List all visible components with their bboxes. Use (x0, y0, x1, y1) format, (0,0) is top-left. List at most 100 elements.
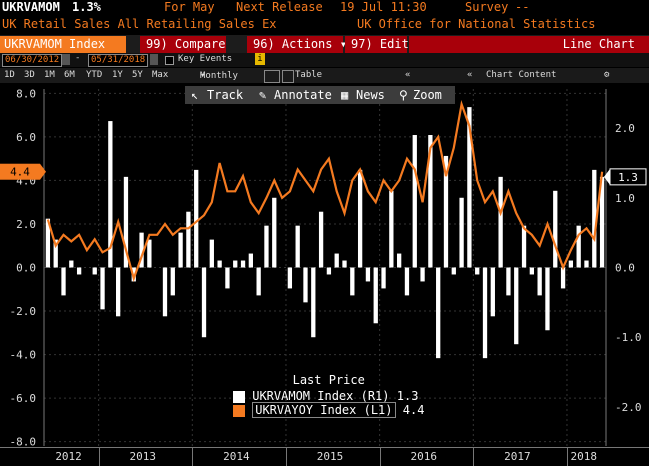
bar (217, 260, 222, 268)
actions-button[interactable]: 96) Actions ▾ (247, 36, 347, 53)
bar (162, 267, 168, 317)
compare-num: 99) (146, 37, 168, 51)
current-value-left: 4.4 (10, 166, 30, 179)
bar (365, 267, 371, 282)
y-tick-left: 2.0 (16, 218, 36, 231)
compare-label: Compare (174, 37, 226, 51)
legend-row-bars: UKRVAMOM Index (R1) 1.3 (233, 389, 424, 403)
period-1m[interactable]: 1M (44, 70, 55, 80)
period-1d[interactable]: 1D (4, 70, 15, 80)
x-tick-label: 2018 (570, 450, 597, 463)
bar (397, 253, 402, 268)
legend-value-bars: 1.3 (396, 389, 419, 403)
date-range-bar: 06/30/2012 - 05/31/2018 Key Events i (0, 53, 649, 67)
bar (186, 211, 191, 268)
for-period: For May (164, 0, 215, 14)
view-mode-button[interactable]: Line Chart (409, 36, 649, 53)
current-value-right: 1.3 (618, 171, 638, 184)
bar (240, 260, 246, 268)
next-release-label: Next Release (236, 0, 323, 14)
info-icon[interactable]: i (255, 53, 265, 65)
collapse-icon[interactable]: « (405, 70, 411, 80)
chart-content-button[interactable]: Chart Content (486, 70, 557, 80)
bar (420, 267, 425, 282)
legend-label-line: UKRVAYOY Index (L1) (252, 402, 396, 418)
bar (139, 232, 144, 268)
chart-tools: ↖ Track ✎ Annotate ▦ News ⚲ Zoom (185, 86, 455, 104)
edit-label: Edit (379, 37, 409, 51)
legend-swatch-orange (233, 404, 245, 417)
legend-title: Last Price (292, 373, 365, 387)
period-max[interactable]: Max (152, 70, 169, 80)
track-button[interactable]: Track (207, 88, 244, 102)
bar (389, 190, 394, 268)
bar (287, 267, 293, 289)
bar (194, 169, 199, 268)
period-5y[interactable]: 5Y (132, 70, 143, 80)
x-axis: 2012 2013 2014 2015 2016 2017 2018 (0, 447, 649, 466)
cursor-icon: ↖ (191, 88, 199, 102)
y-tick-left: -2.0 (10, 305, 37, 318)
chevron-down-icon: ▾ (200, 71, 206, 81)
calendar-icon[interactable] (150, 54, 158, 65)
price-chart[interactable]: 8.06.04.02.00.0-2.0-4.0-6.0-8.02.01.00.0… (0, 83, 649, 448)
period-ytd[interactable]: YTD (86, 70, 103, 80)
ticker-field[interactable]: UKRVAMOM Index (0, 36, 126, 53)
bar (248, 253, 253, 268)
compare-button[interactable]: 99) Compare (140, 36, 226, 53)
current-value-right-arrow (604, 168, 610, 185)
yoy-line (46, 99, 604, 283)
y-tick-left: -6.0 (10, 392, 37, 405)
chevron-down-icon: ▾ (339, 37, 347, 51)
y-tick-right: 2.0 (615, 122, 635, 135)
bar (404, 267, 410, 296)
bar (92, 267, 97, 275)
bar (53, 239, 58, 268)
actions-label: Actions (281, 37, 333, 51)
bar (568, 260, 574, 268)
bar (475, 267, 480, 275)
data-source: UK Office for National Statistics (357, 17, 596, 31)
period-3d[interactable]: 3D (24, 70, 35, 80)
survey-label: Survey (465, 0, 509, 14)
news-button[interactable]: News (356, 88, 385, 102)
pencil-icon: ✎ (259, 88, 267, 102)
command-toolbar: UKRVAMOM Index 99) Compare 96) Actions ▾… (0, 34, 649, 54)
next-release-value: 19 Jul 11:30 (340, 0, 427, 14)
legend-swatch-white (233, 390, 245, 403)
bar (69, 260, 74, 268)
annotate-button[interactable]: Annotate (274, 88, 332, 102)
x-tick-label: 2015 (316, 450, 344, 463)
chart-content-icon[interactable]: « (467, 70, 473, 80)
period-6m[interactable]: 6M (64, 70, 75, 80)
bar (264, 225, 269, 268)
table-button[interactable]: Table (295, 70, 323, 80)
y-tick-right: -2.0 (615, 401, 642, 414)
x-year-divider (285, 448, 287, 466)
calendar-icon[interactable] (62, 54, 70, 65)
bar (209, 239, 214, 268)
bar (108, 121, 113, 268)
news-icon: ▦ (341, 88, 349, 102)
zoom-button[interactable]: Zoom (413, 88, 442, 102)
edit-button[interactable]: 97) Edit ▾ (345, 36, 423, 53)
y-tick-right: -1.0 (615, 331, 642, 344)
y-tick-right: 0.0 (615, 262, 635, 275)
description-bar: UK Retail Sales All Retailing Sales Ex U… (0, 17, 649, 34)
chart-legend: Last Price UKRVAMOM Index (R1) 1.3 UKRVA… (233, 373, 424, 418)
chart-icon[interactable] (264, 70, 280, 83)
y-tick-left: -8.0 (10, 436, 37, 448)
end-date-input[interactable]: 05/31/2018 (88, 54, 149, 67)
current-value-left-arrow (40, 163, 46, 180)
bar (576, 225, 581, 268)
bar (342, 260, 347, 268)
bar (443, 155, 449, 268)
start-date-input[interactable]: 06/30/2012 (2, 54, 63, 67)
table-icon[interactable] (282, 70, 294, 83)
last-value: 1.3% (72, 0, 101, 14)
key-events-checkbox[interactable] (165, 56, 174, 65)
period-1y[interactable]: 1Y (112, 70, 123, 80)
gear-icon[interactable]: ⚙ (604, 70, 610, 80)
x-tick-label: 2017 (504, 450, 531, 463)
bar (412, 135, 417, 268)
